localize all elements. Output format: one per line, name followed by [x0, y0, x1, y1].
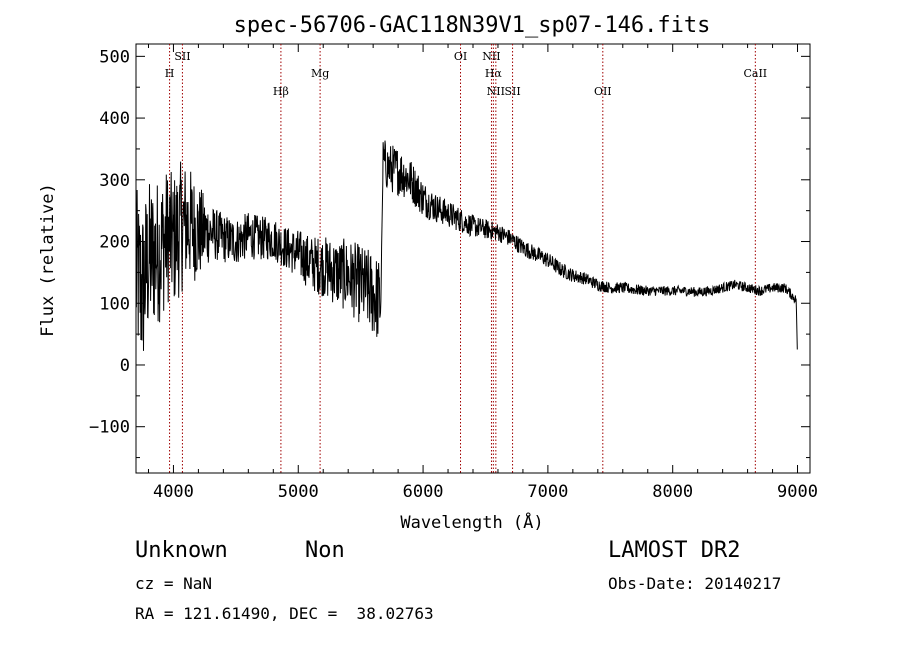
emission-line-label: OI	[454, 50, 467, 63]
emission-line-label: Hβ	[273, 85, 289, 98]
emission-line-label: SII	[174, 50, 190, 63]
object-subclass: Non	[305, 538, 345, 563]
redshift-cz: cz = NaN	[135, 574, 213, 593]
emission-line-label: NII	[482, 50, 500, 63]
survey-name: LAMOST DR2	[608, 538, 741, 563]
emission-line-label: H	[165, 67, 175, 80]
y-tick-label: −100	[89, 418, 130, 438]
x-tick-label: 4000	[153, 482, 194, 502]
y-tick-label: 400	[99, 109, 130, 129]
emission-line-label: NII	[487, 85, 505, 98]
object-class: Unknown	[135, 538, 228, 563]
y-tick-label: 0	[120, 356, 130, 376]
x-tick-label: 5000	[278, 482, 319, 502]
spectrum-chart: spec-56706-GAC118N39V1_sp07-146.fits H SI…	[38, 13, 818, 533]
y-axis-label: Flux (relative)	[38, 183, 58, 337]
emission-line-label: Hα	[485, 67, 503, 80]
emission-line-label: Mg	[311, 67, 329, 80]
emission-line-label: CaII	[743, 67, 767, 80]
x-tick-label: 8000	[652, 482, 693, 502]
y-tick-label: 200	[99, 233, 130, 253]
spectrum-series	[135, 140, 798, 351]
y-tick-label: 100	[99, 294, 130, 314]
ra-dec-coordinates: RA = 121.61490, DEC = 38.02763	[135, 604, 434, 623]
axis-ticks: 4000 5000 6000 7000 8000 9000 −100 0 100 200 300 40…	[89, 44, 818, 502]
observation-date: Obs-Date: 20140217	[608, 574, 782, 593]
plot-frame	[135, 43, 811, 474]
x-axis-label: Wavelength (Å)	[400, 511, 543, 533]
x-tick-label: 9000	[777, 482, 818, 502]
plot-axes	[135, 43, 811, 474]
x-tick-label: 6000	[403, 482, 444, 502]
y-tick-label: 300	[99, 171, 130, 191]
emission-line-label: OII	[594, 85, 612, 98]
chart-title: spec-56706-GAC118N39V1_sp07-146.fits	[234, 13, 711, 38]
x-tick-label: 7000	[527, 482, 568, 502]
emission-line-label: SII	[504, 85, 520, 98]
y-tick-label: 500	[99, 47, 130, 67]
